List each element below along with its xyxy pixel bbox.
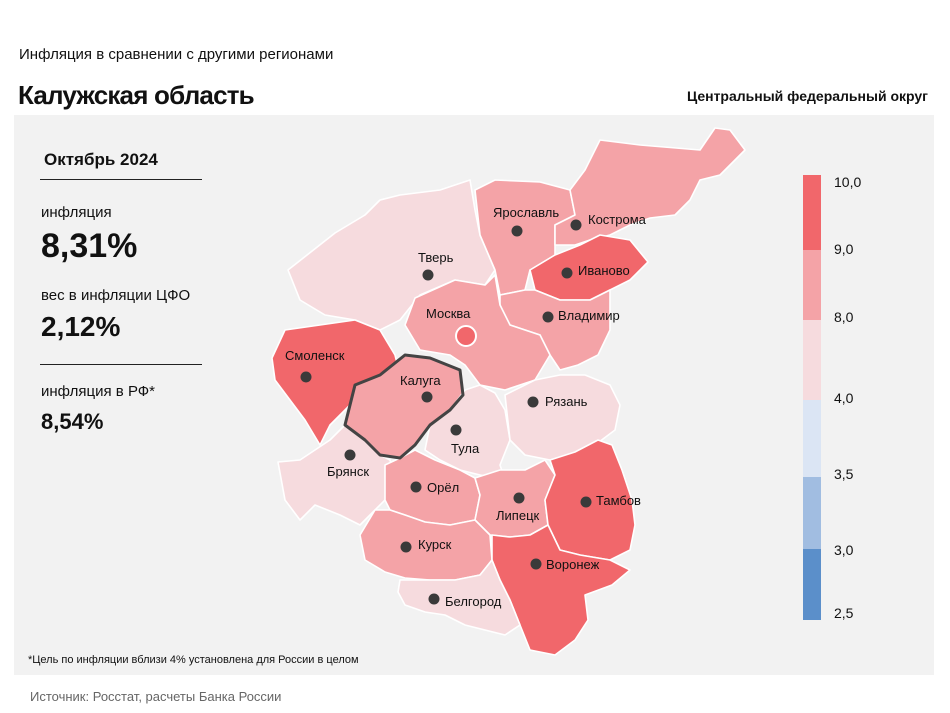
city-marker-belgorod — [428, 593, 440, 605]
legend-tick-label: 9,0 — [834, 241, 854, 257]
city-label-lipetsk: Липецк — [496, 508, 540, 523]
legend-swatch-r3to35 — [803, 477, 821, 549]
legend-swatch-r8to9 — [803, 250, 821, 320]
city-marker-tambov — [580, 496, 592, 508]
region-ivanovo — [529, 234, 649, 301]
city-marker-kostroma — [570, 219, 582, 231]
region-belgorod — [397, 559, 521, 636]
legend-swatch-r35to4 — [803, 400, 821, 477]
city-label-tula: Тула — [451, 441, 480, 456]
legend-swatch-under3 — [803, 549, 821, 620]
divider — [40, 364, 202, 365]
weight-value: 2,12% — [41, 311, 121, 342]
inflation-label: инфляция — [41, 204, 112, 221]
city-marker-ryazan — [527, 396, 539, 408]
region-moscow — [404, 274, 551, 391]
city-label-ryazan: Рязань — [545, 394, 588, 409]
selected-region-outline — [343, 353, 465, 460]
legend-tick-label: 2,5 — [834, 605, 854, 621]
legend-swatch-r4to8 — [803, 320, 821, 400]
city-label-kostroma: Кострома — [588, 212, 647, 227]
city-marker-yaroslavl — [511, 225, 523, 237]
city-label-smolensk: Смоленск — [285, 348, 345, 363]
period-label: Октябрь 2024 — [44, 150, 158, 169]
city-marker-kursk — [400, 541, 412, 553]
legend-swatch-over9 — [803, 175, 821, 250]
city-label-tambov: Тамбов — [596, 493, 641, 508]
city-label-yaroslavl: Ярославль — [493, 205, 559, 220]
legend-tick-label: 4,0 — [834, 390, 854, 406]
legend-tick-label: 3,0 — [834, 542, 854, 558]
footnote: *Цель по инфляции вблизи 4% установлена … — [28, 654, 359, 666]
city-marker-smolensk — [300, 371, 312, 383]
city-marker-voronezh — [530, 558, 542, 570]
city-label-tver: Тверь — [418, 250, 454, 265]
legend-tick-label: 10,0 — [834, 174, 861, 190]
page-subtitle: Инфляция в сравнении с другими регионами — [19, 46, 334, 63]
city-label-orel: Орёл — [427, 480, 459, 495]
city-label-moscow: Москва — [426, 306, 471, 321]
district-label: Центральный федеральный округ — [686, 88, 928, 104]
city-marker-ivanovo — [561, 267, 573, 279]
city-marker-orel — [410, 481, 422, 493]
legend-tick-label: 8,0 — [834, 309, 854, 325]
city-label-ivanovo: Иваново — [578, 263, 630, 278]
city-marker-lipetsk — [513, 492, 525, 504]
city-label-voronezh: Воронеж — [546, 557, 600, 572]
city-marker-vladimir — [542, 311, 554, 323]
city-label-belgorod: Белгород — [445, 594, 502, 609]
city-marker-kaluga — [421, 391, 433, 403]
city-label-kaluga: Калуга — [400, 373, 441, 388]
city-marker-tver — [422, 269, 434, 281]
region-moscow-city — [455, 325, 477, 347]
page-title: Калужская область — [18, 80, 255, 110]
region-kostroma — [554, 127, 746, 246]
source-note: Источник: Росстат, расчеты Банка России — [30, 689, 282, 704]
weight-label: вес в инфляции ЦФО — [41, 287, 191, 304]
region-ryazan — [504, 374, 621, 461]
rf-inflation-value: 8,54% — [41, 409, 104, 434]
city-marker-tula — [450, 424, 462, 436]
city-marker-bryansk — [344, 449, 356, 461]
divider — [40, 179, 202, 180]
legend-tick-label: 3,5 — [834, 466, 854, 482]
city-label-bryansk: Брянск — [327, 464, 369, 479]
region-kursk — [359, 509, 493, 581]
inflation-value: 8,31% — [41, 227, 138, 265]
rf-inflation-label: инфляция в РФ* — [41, 383, 156, 400]
city-label-vladimir: Владимир — [558, 308, 620, 323]
city-label-kursk: Курск — [418, 537, 452, 552]
